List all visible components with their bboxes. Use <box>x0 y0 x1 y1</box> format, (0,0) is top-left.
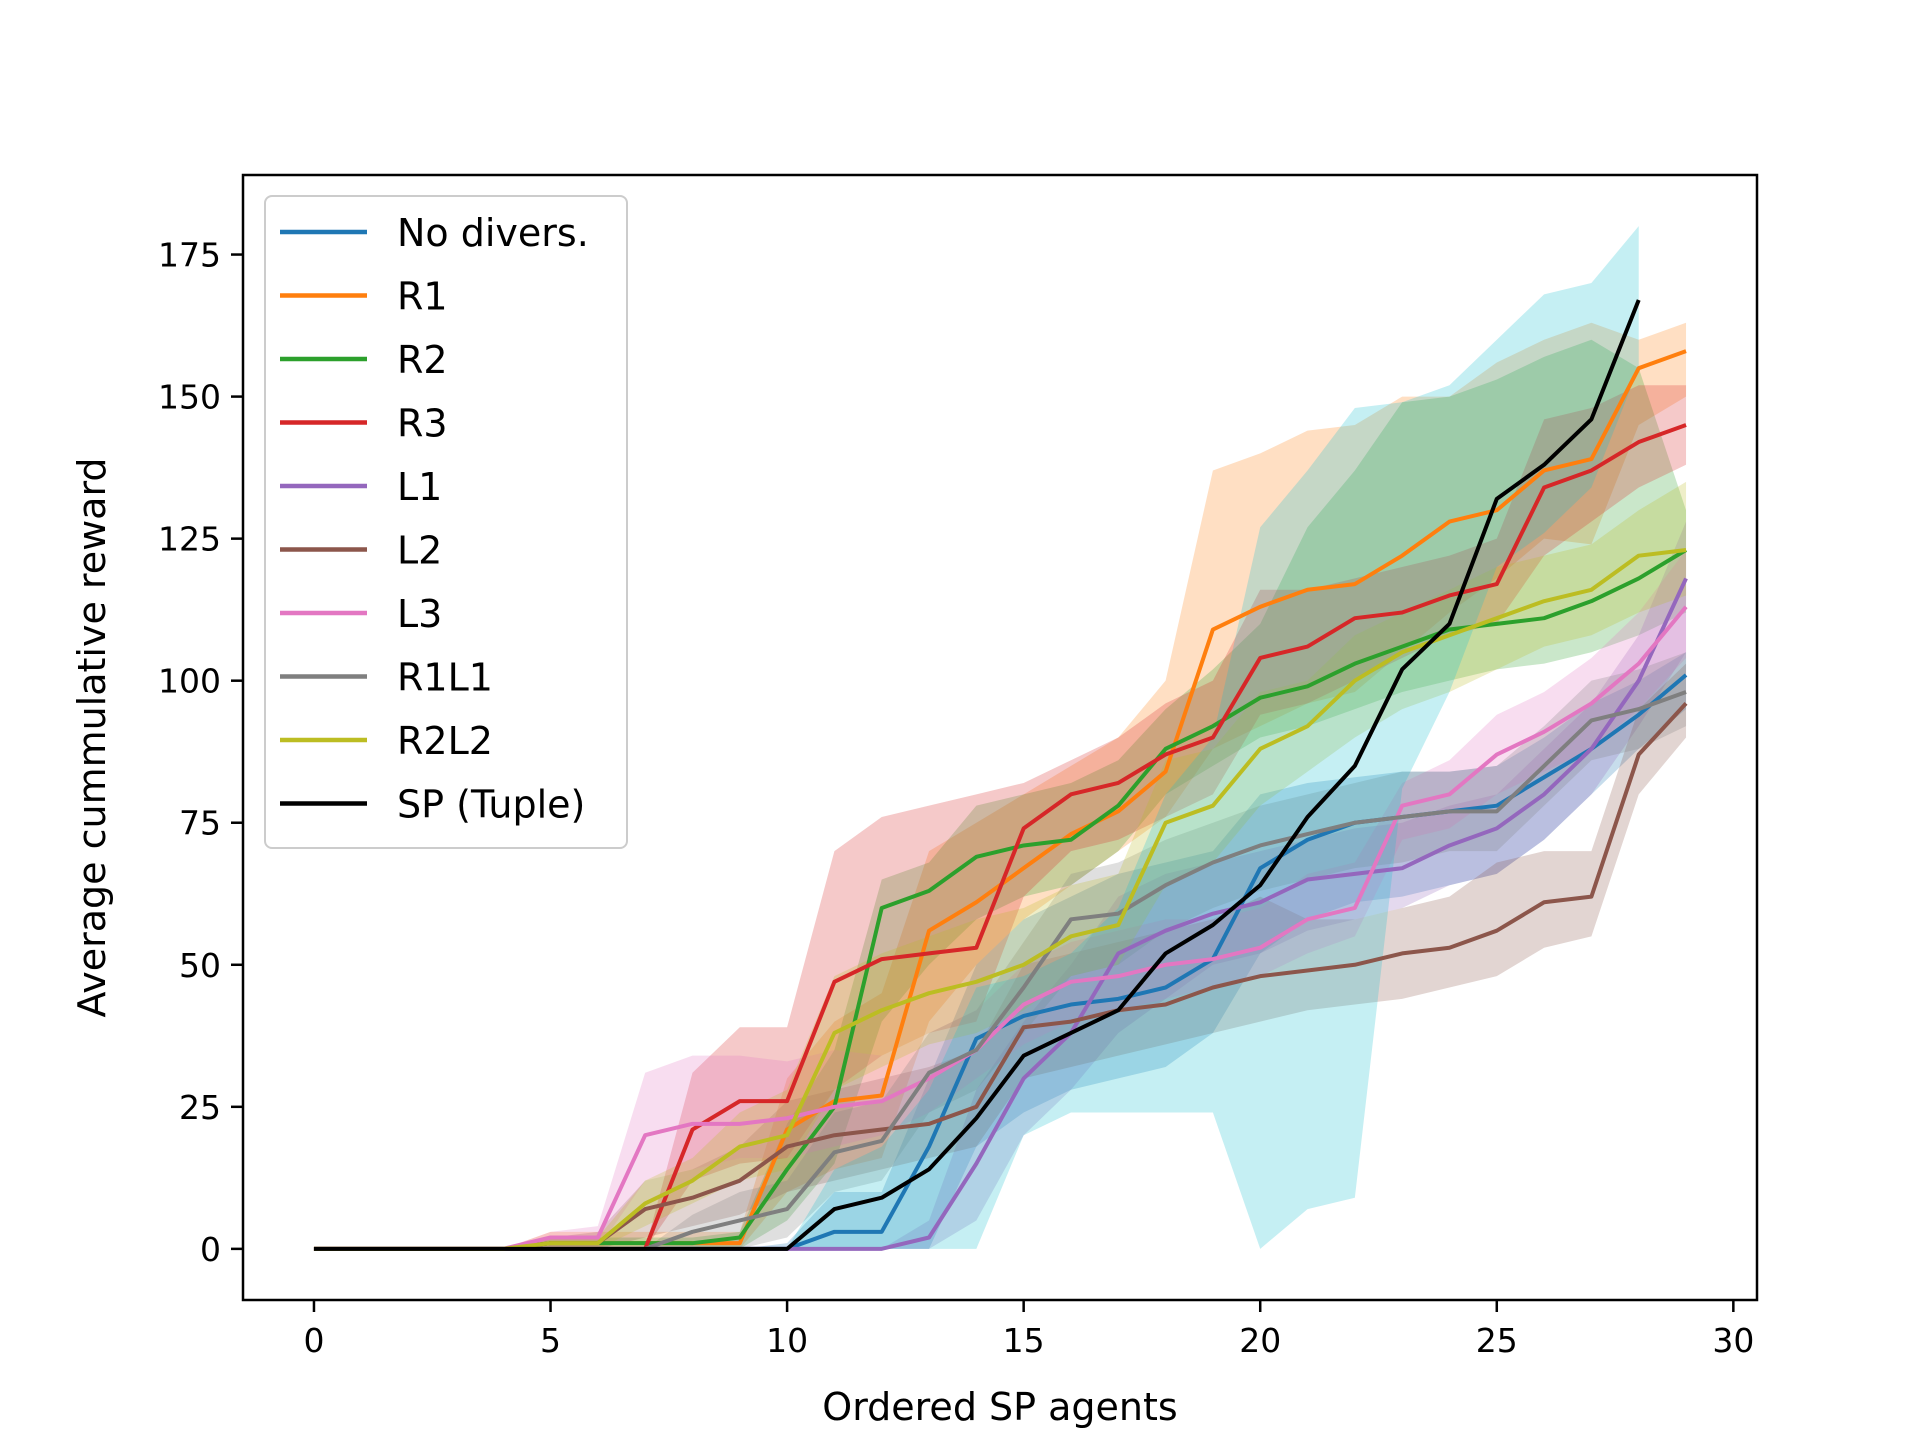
x-tick-label: 25 <box>1476 1321 1518 1360</box>
legend-label: R2L2 <box>397 719 493 763</box>
band-r2l2 <box>313 481 1687 1249</box>
legend: No divers. R1 R2 R3 L1 L2 L3 R1L1 R2L2 SP (Tuple) <box>264 195 628 849</box>
band-r1l1 <box>313 652 1687 1249</box>
y-tick-label: 175 <box>158 236 221 275</box>
x-tick-label: 15 <box>1003 1321 1045 1360</box>
band-sp-tuple- <box>313 226 1639 1249</box>
y-axis: 0 25 50 75 100 125 150 175 <box>158 236 243 1269</box>
y-tick-label: 25 <box>179 1088 221 1127</box>
confidence-bands <box>313 226 1687 1249</box>
legend-label: SP (Tuple) <box>397 783 585 827</box>
legend-label: L2 <box>397 529 442 573</box>
x-tick-label: 30 <box>1712 1321 1754 1360</box>
y-tick-label: 150 <box>158 378 221 417</box>
band-no-divers- <box>313 652 1687 1249</box>
series-line-l3 <box>313 605 1688 1251</box>
y-tick-label: 125 <box>158 520 221 559</box>
x-tick-label: 10 <box>766 1321 808 1360</box>
legend-label: L1 <box>397 465 442 509</box>
y-axis-label: Average cummulative reward <box>70 457 114 1017</box>
band-l2 <box>313 663 1687 1249</box>
band-r1 <box>313 322 1687 1249</box>
x-tick-label: 5 <box>540 1321 561 1360</box>
legend-label: R2 <box>397 338 448 382</box>
x-axis: 0 5 10 15 20 25 30 <box>303 1300 1754 1360</box>
legend-label: R1L1 <box>397 656 493 700</box>
y-tick-label: 0 <box>200 1230 221 1269</box>
x-axis-label: Ordered SP agents <box>822 1385 1177 1429</box>
legend-label: L3 <box>397 592 442 636</box>
plot-frame <box>241 173 1759 1302</box>
y-tick-label: 100 <box>158 662 221 701</box>
band-l3 <box>313 550 1687 1249</box>
series-line-r2l2 <box>313 548 1687 1251</box>
legend-label: R3 <box>397 402 448 446</box>
x-tick-label: 20 <box>1239 1321 1281 1360</box>
band-r2 <box>313 339 1687 1249</box>
series-lines <box>313 299 1688 1251</box>
series-line-sp-tuple- <box>313 299 1641 1251</box>
band-l1 <box>313 521 1687 1249</box>
y-tick-label: 50 <box>179 946 221 985</box>
legend-label: R1 <box>397 275 448 319</box>
legend-label: No divers. <box>397 211 589 255</box>
y-tick-label: 75 <box>179 804 221 843</box>
band-r3 <box>313 385 1687 1249</box>
x-tick-label: 0 <box>303 1321 324 1360</box>
